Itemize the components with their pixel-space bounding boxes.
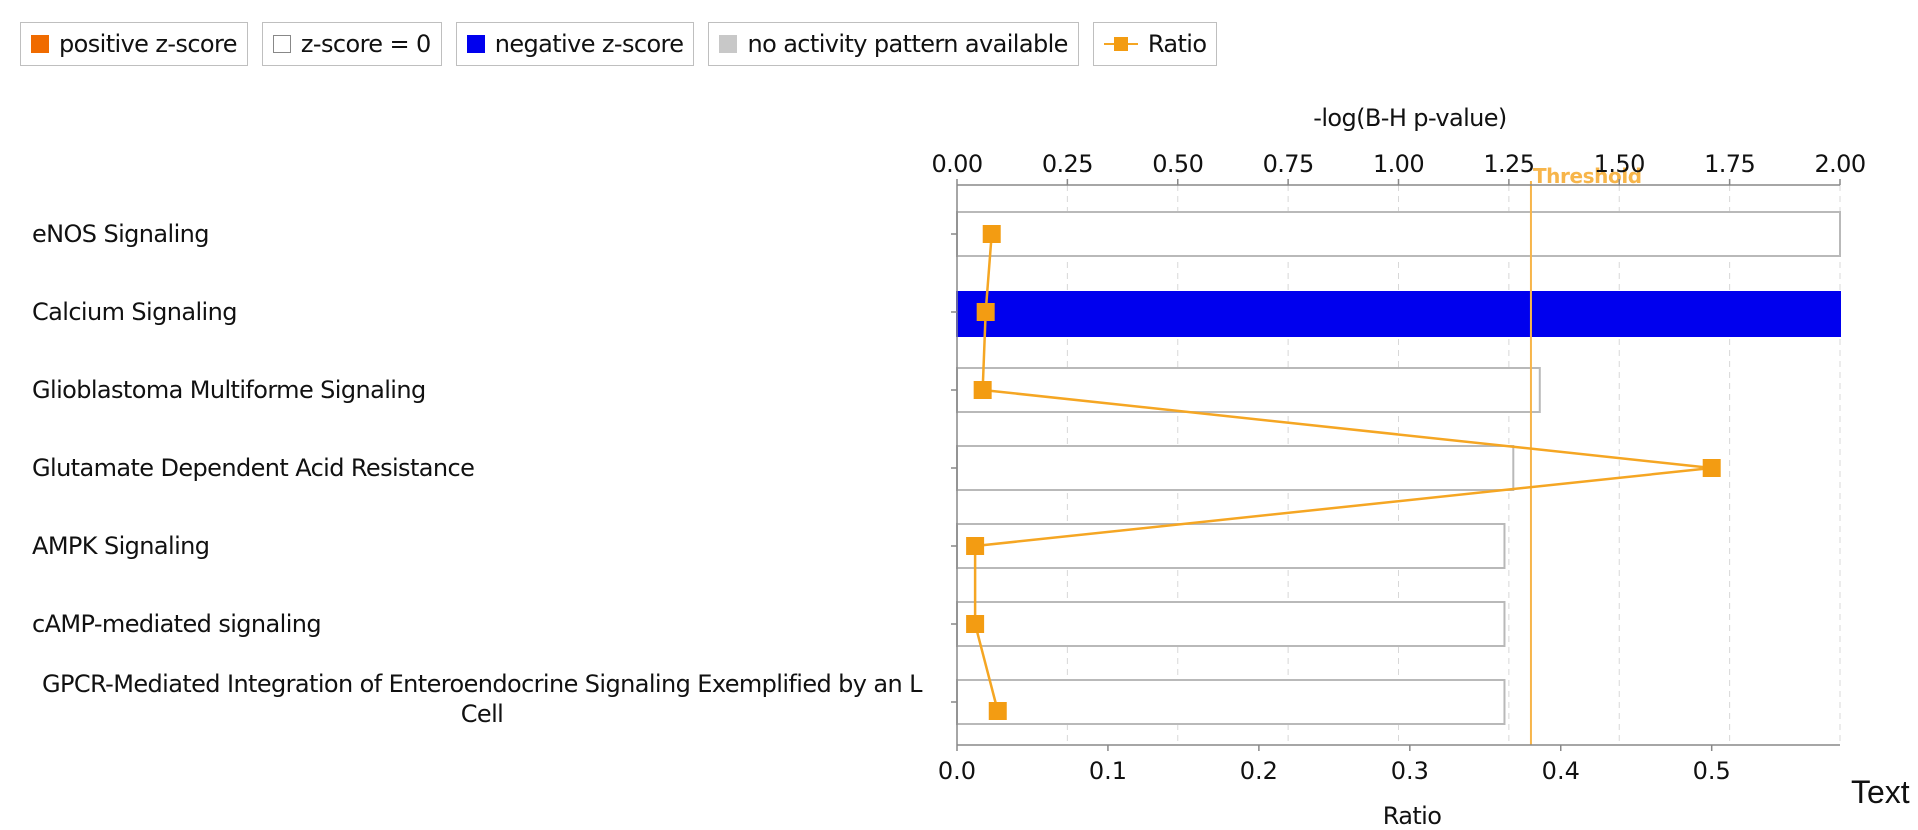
negative-swatch-icon	[466, 35, 485, 53]
top-tick-label: 1.00	[1373, 150, 1424, 178]
bar	[956, 211, 1841, 257]
top-axis-title: -log(B-H p-value)	[1313, 104, 1506, 132]
category-label: AMPK Signaling	[32, 532, 210, 560]
ratio-point	[988, 702, 1007, 720]
bar	[956, 523, 1506, 569]
legend-ratio-label: Ratio	[1147, 30, 1207, 58]
bottom-tick-label: 0.3	[1391, 757, 1429, 785]
legend-positive-label: positive z-score	[59, 30, 238, 58]
top-tick-label: 0.00	[931, 150, 982, 178]
bar	[956, 291, 1841, 337]
ratio-point	[1702, 459, 1721, 477]
corner-text: Text	[1851, 774, 1910, 810]
top-tick-label: 1.25	[1483, 150, 1534, 178]
bottom-tick-label: 0.1	[1089, 757, 1127, 785]
positive-swatch-icon	[31, 35, 49, 53]
category-label: eNOS Signaling	[32, 220, 210, 248]
category-label: GPCR-Mediated Integration of Enteroendoc…	[42, 670, 923, 728]
legend-zero-zscore: z-score = 0	[261, 22, 442, 66]
ratio-point	[966, 615, 985, 633]
ratio-point	[976, 303, 995, 321]
ratio-line-icon	[1103, 35, 1138, 53]
category-label: Glioblastoma Multiforme Signaling	[32, 376, 426, 404]
category-label: Glutamate Dependent Acid Resistance	[32, 454, 475, 482]
no-activity-swatch-icon	[719, 35, 738, 53]
bars	[956, 211, 1841, 725]
legend-negative-label: negative z-score	[494, 30, 684, 58]
bottom-tick-label: 0.5	[1693, 757, 1731, 785]
top-tick-label: 1.75	[1704, 150, 1755, 178]
bottom-tick-label: 0.2	[1240, 757, 1278, 785]
legend-negative-zscore: negative z-score	[455, 22, 695, 66]
legend: positive z-score z-score = 0 negative z-…	[20, 22, 1218, 68]
threshold-group: Threshold	[1529, 164, 1642, 745]
ratio-point	[973, 381, 992, 399]
legend-ratio: Ratio	[1092, 22, 1218, 66]
top-tick-label: 0.75	[1263, 150, 1314, 178]
top-tick-label: 1.50	[1594, 150, 1645, 178]
ratio-series	[966, 225, 1721, 720]
bottom-tick-label: 0.4	[1542, 757, 1580, 785]
legend-no-activity-label: no activity pattern available	[747, 30, 1068, 58]
bar	[956, 445, 1515, 491]
category-label: cAMP-mediated signaling	[32, 610, 322, 638]
zero-swatch-icon	[272, 35, 291, 53]
legend-positive-zscore: positive z-score	[20, 22, 248, 66]
bottom-axis-title: Ratio	[1383, 802, 1442, 830]
bar	[956, 679, 1506, 725]
ratio-point	[982, 225, 1001, 243]
axes: 0.00 0.25 0.50 0.75 1.00 1.25 1.50 1.75 2.00 -log…	[931, 104, 1866, 830]
bottom-tick-label: 0.0	[938, 757, 976, 785]
legend-no-activity: no activity pattern available	[708, 22, 1079, 66]
threshold-label: Threshold	[1533, 164, 1642, 188]
ratio-point	[966, 537, 985, 555]
bar	[956, 367, 1541, 413]
bar	[956, 601, 1506, 647]
category-label: Calcium Signaling	[32, 298, 237, 326]
top-tick-label: 0.50	[1152, 150, 1203, 178]
legend-zero-label: z-score = 0	[300, 30, 431, 58]
top-tick-label: 2.00	[1814, 150, 1865, 178]
top-tick-label: 0.25	[1042, 150, 1093, 178]
